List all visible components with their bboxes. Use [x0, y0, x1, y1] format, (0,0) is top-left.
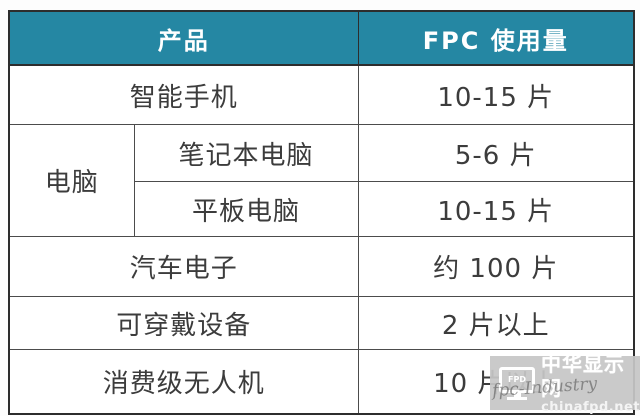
- table-row-automotive: 汽车电子 约 100 片: [8, 236, 635, 297]
- watermark-text-block: 中华显示网 chinafpd.net: [541, 352, 640, 415]
- monitor-icon-base: [507, 396, 527, 400]
- cell-usage: 2 片以上: [357, 296, 635, 350]
- cell-product: 平板电脑: [133, 181, 359, 237]
- header-cell-product: 产品: [8, 10, 359, 66]
- cell-product: 消费级无人机: [8, 349, 359, 415]
- monitor-icon: FPD: [497, 366, 537, 400]
- header-cell-fpc-usage: FPC 使用量: [357, 10, 635, 66]
- monitor-icon-screen: FPD: [499, 366, 535, 393]
- cell-product: 可穿戴设备: [8, 296, 359, 350]
- cell-usage: 5-6 片: [357, 124, 635, 182]
- cell-usage: 约 100 片: [357, 236, 635, 297]
- cell-usage: 10-15 片: [357, 64, 635, 125]
- watermark-site-name: 中华显示网: [541, 351, 625, 400]
- cell-usage: 10-15 片: [357, 181, 635, 237]
- table-header-row: 产品 FPC 使用量: [8, 10, 635, 66]
- table-row-smartphone: 智能手机 10-15 片: [8, 64, 635, 125]
- cell-product: 智能手机: [8, 64, 359, 125]
- table-row-tablet: 平板电脑 10-15 片: [9, 181, 635, 237]
- table-row-wearable: 可穿戴设备 2 片以上: [8, 296, 635, 350]
- watermark: fpc-Industry FPD 中华显示网 chinafpd.net: [490, 352, 640, 415]
- monitor-icon-stand: [513, 392, 521, 397]
- cell-product: 笔记本电脑: [133, 124, 359, 182]
- cell-category-computer: 电脑: [8, 124, 135, 237]
- cell-product: 汽车电子: [8, 236, 359, 297]
- watermark-site-url: chinafpd.net: [541, 399, 640, 415]
- table-row-laptop: 电脑 笔记本电脑 5-6 片: [8, 124, 635, 237]
- monitor-icon-label: FPD: [508, 375, 526, 384]
